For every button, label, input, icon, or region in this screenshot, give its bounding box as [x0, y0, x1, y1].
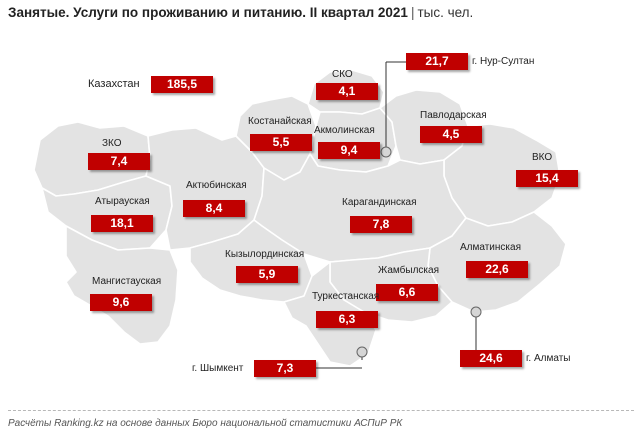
value-pavlodar: 4,5: [420, 126, 482, 143]
value-almaty-city: 24,6: [460, 350, 522, 367]
label-turkestan: Туркестанская: [312, 291, 380, 302]
label-kostanay: Костанайская: [248, 116, 312, 127]
label-akmola: Акмолинская: [314, 125, 375, 136]
value-aktobe: 8,4: [183, 200, 245, 217]
nur-sultan-marker: [380, 146, 392, 158]
label-almaty-region: Алматинская: [460, 242, 521, 253]
label-pavlodar: Павлодарская: [420, 110, 487, 121]
value-zhambyl: 6,6: [376, 284, 438, 301]
title-main: Занятые. Услуги по проживанию и питанию.…: [8, 5, 408, 20]
value-mangystau: 9,6: [90, 294, 152, 311]
title-separator: |: [410, 5, 415, 20]
value-atyrau: 18,1: [91, 215, 153, 232]
source-note: Расчёты Ranking.kz на основе данных Бюро…: [8, 418, 403, 429]
region-mangystau: [65, 225, 179, 345]
region-akmola: [309, 107, 397, 173]
title-unit: тыс. чел.: [417, 5, 474, 20]
label-almaty-city: г. Алматы: [526, 353, 571, 364]
value-almaty-region: 22,6: [466, 261, 528, 278]
value-sko: 4,1: [316, 83, 378, 100]
value-vko: 15,4: [516, 170, 578, 187]
shymkent-marker: [356, 346, 368, 358]
label-karaganda: Карагандинская: [342, 197, 417, 208]
label-kazakhstan: Казахстан: [88, 78, 140, 90]
value-kyzylorda: 5,9: [236, 266, 298, 283]
label-sko: СКО: [332, 69, 353, 80]
label-zhambyl: Жамбылская: [378, 265, 439, 276]
almaty-marker: [470, 306, 482, 318]
value-nur-sultan: 21,7: [406, 53, 468, 70]
value-karaganda: 7,8: [350, 216, 412, 233]
label-aktobe: Актюбинская: [186, 180, 247, 191]
value-turkestan: 6,3: [316, 311, 378, 328]
value-kostanay: 5,5: [250, 134, 312, 151]
label-kyzylorda: Кызылординская: [225, 249, 305, 260]
value-kazakhstan: 185,5: [151, 76, 213, 93]
chart-title: Занятые. Услуги по проживанию и питанию.…: [8, 5, 473, 20]
label-nur-sultan: г. Нур-Султан: [472, 56, 535, 67]
label-zko: ЗКО: [102, 138, 122, 149]
label-vko: ВКО: [532, 152, 553, 163]
label-shymkent: г. Шымкент: [192, 363, 244, 374]
label-mangystau: Мангистауская: [92, 276, 162, 287]
value-akmola: 9,4: [318, 142, 380, 159]
footer-divider: [8, 410, 634, 411]
value-zko: 7,4: [88, 153, 150, 170]
value-shymkent: 7,3: [254, 360, 316, 377]
label-atyrau: Атырауская: [95, 196, 150, 207]
